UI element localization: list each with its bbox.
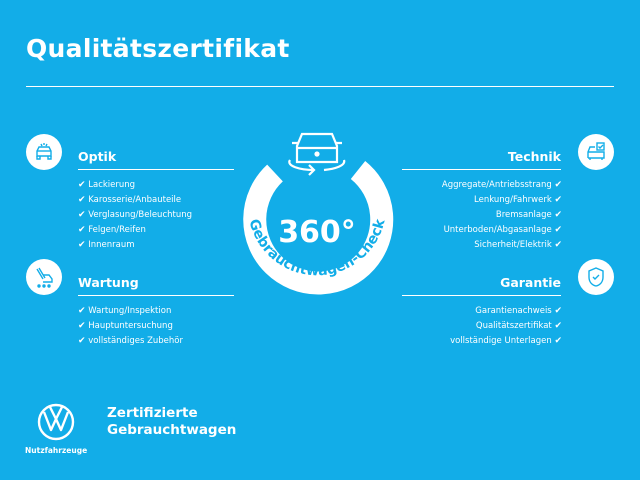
divider bbox=[402, 295, 561, 296]
divider bbox=[78, 169, 234, 170]
section-title-garantie: Garantie bbox=[500, 275, 561, 290]
garantie-list: Garantienachweis ✔ Qualitätszertifikat ✔… bbox=[450, 304, 562, 349]
list-item: Bremsanlage ✔ bbox=[495, 210, 562, 220]
badge-ring bbox=[243, 161, 394, 295]
check-icon: ✔ bbox=[554, 321, 562, 331]
vw-logo bbox=[37, 403, 75, 441]
list-item: vollständige Unterlagen ✔ bbox=[450, 336, 562, 346]
shield-check-icon bbox=[578, 259, 614, 295]
list-item: ✔ Karosserie/Anbauteile bbox=[78, 195, 182, 205]
list-item: Unterboden/Abgasanlage ✔ bbox=[443, 225, 562, 235]
section-title-wartung: Wartung bbox=[78, 275, 139, 290]
maintenance-icon bbox=[26, 259, 62, 295]
check-icon: ✔ bbox=[554, 210, 562, 220]
check-icon: ✔ bbox=[78, 240, 86, 250]
car-checklist-icon bbox=[578, 134, 614, 170]
car-front-icon bbox=[26, 134, 62, 170]
check-icon: ✔ bbox=[554, 195, 562, 205]
check-icon: ✔ bbox=[78, 306, 86, 316]
check-icon: ✔ bbox=[554, 240, 562, 250]
badge-value: 360° bbox=[278, 215, 356, 250]
list-item: ✔ vollständiges Zubehör bbox=[78, 336, 183, 346]
brand-text: Zertifizierte Gebrauchtwagen bbox=[107, 405, 236, 439]
brand-line-1: Zertifizierte bbox=[107, 405, 198, 421]
wartung-list: ✔ Wartung/Inspektion ✔ Hauptuntersuchung… bbox=[78, 304, 183, 349]
list-item: ✔ Innenraum bbox=[78, 240, 135, 250]
check-icon: ✔ bbox=[78, 180, 86, 190]
check-icon: ✔ bbox=[554, 225, 562, 235]
check-icon: ✔ bbox=[78, 336, 86, 346]
list-item: ✔ Felgen/Reifen bbox=[78, 225, 146, 235]
section-title-technik: Technik bbox=[507, 149, 561, 164]
check-icon: ✔ bbox=[554, 180, 562, 190]
list-item: Lenkung/Fahrwerk ✔ bbox=[474, 195, 562, 205]
list-item: Aggregate/Antriebsstrang ✔ bbox=[441, 180, 562, 190]
divider bbox=[402, 169, 561, 170]
list-item: ✔ Verglasung/Beleuchtung bbox=[78, 210, 193, 220]
check-icon: ✔ bbox=[554, 336, 562, 346]
title-divider bbox=[26, 86, 614, 87]
section-title-optik: Optik bbox=[78, 149, 117, 164]
check-icon: ✔ bbox=[78, 210, 86, 220]
list-item: ✔ Hauptuntersuchung bbox=[78, 321, 173, 331]
brand-line-2: Gebrauchtwagen bbox=[107, 422, 237, 438]
list-item: Qualitätszertifikat ✔ bbox=[475, 321, 562, 331]
list-item: ✔ Lackierung bbox=[78, 180, 136, 190]
360-badge: 360° Gebrauchtwagen-Check bbox=[243, 132, 394, 295]
list-item: Garantienachweis ✔ bbox=[475, 306, 562, 316]
page-title: Qualitätszertifikat bbox=[26, 34, 290, 63]
list-item: ✔ Wartung/Inspektion bbox=[78, 306, 172, 316]
check-icon: ✔ bbox=[78, 195, 86, 205]
check-icon: ✔ bbox=[78, 321, 86, 331]
technik-list: Aggregate/Antriebsstrang ✔ Lenkung/Fahrw… bbox=[442, 178, 562, 253]
check-icon: ✔ bbox=[554, 306, 562, 316]
car-rotate-icon bbox=[288, 132, 346, 176]
logo-caption: Nutzfahrzeuge bbox=[25, 446, 88, 455]
list-item: Sicherheit/Elektrik ✔ bbox=[474, 240, 562, 250]
check-icon: ✔ bbox=[78, 225, 86, 235]
optik-list: ✔ Lackierung ✔ Karosserie/Anbauteile ✔ V… bbox=[78, 178, 192, 253]
divider bbox=[78, 295, 234, 296]
